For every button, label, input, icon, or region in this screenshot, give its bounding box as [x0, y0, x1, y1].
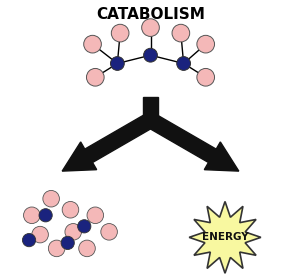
- Circle shape: [23, 207, 40, 224]
- Circle shape: [197, 35, 215, 53]
- Polygon shape: [62, 113, 154, 171]
- Circle shape: [86, 68, 104, 86]
- Circle shape: [65, 224, 82, 240]
- Circle shape: [111, 24, 129, 42]
- Circle shape: [197, 68, 215, 86]
- Polygon shape: [147, 113, 239, 171]
- Text: CATABOLISM: CATABOLISM: [96, 7, 205, 22]
- Polygon shape: [143, 97, 158, 120]
- Circle shape: [43, 190, 59, 207]
- Circle shape: [142, 19, 159, 36]
- Circle shape: [101, 224, 117, 240]
- Circle shape: [62, 201, 79, 218]
- Circle shape: [110, 57, 124, 70]
- Circle shape: [78, 220, 91, 233]
- Polygon shape: [189, 201, 261, 273]
- Polygon shape: [131, 120, 170, 136]
- Circle shape: [177, 57, 191, 70]
- Circle shape: [48, 240, 65, 257]
- Text: ENERGY: ENERGY: [202, 232, 248, 242]
- Circle shape: [32, 226, 48, 243]
- Circle shape: [87, 207, 104, 224]
- Circle shape: [61, 236, 74, 250]
- Circle shape: [172, 24, 190, 42]
- Circle shape: [79, 240, 95, 257]
- Circle shape: [39, 209, 52, 222]
- Circle shape: [84, 35, 101, 53]
- Circle shape: [23, 233, 36, 247]
- Circle shape: [144, 48, 157, 62]
